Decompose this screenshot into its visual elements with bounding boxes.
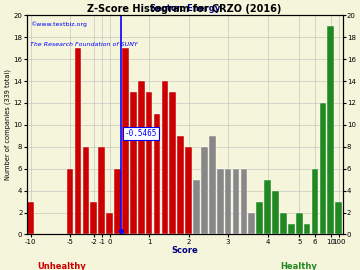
Bar xyxy=(264,180,271,234)
Bar xyxy=(90,202,97,234)
Bar xyxy=(201,147,208,234)
Bar xyxy=(336,202,342,234)
Bar xyxy=(288,224,295,234)
Bar xyxy=(162,81,168,234)
X-axis label: Score: Score xyxy=(171,246,198,255)
Bar xyxy=(154,114,160,234)
Bar xyxy=(280,212,287,234)
Bar xyxy=(130,92,137,234)
Bar xyxy=(209,136,216,234)
Bar xyxy=(114,169,121,234)
Bar xyxy=(272,191,279,234)
Bar xyxy=(248,212,255,234)
Bar xyxy=(67,169,73,234)
Bar xyxy=(75,48,81,234)
Bar xyxy=(106,212,113,234)
Y-axis label: Number of companies (339 total): Number of companies (339 total) xyxy=(4,69,11,180)
Bar xyxy=(328,26,334,234)
Bar xyxy=(240,169,247,234)
Text: Sector: Energy: Sector: Energy xyxy=(149,4,220,13)
Text: ©www.textbiz.org: ©www.textbiz.org xyxy=(30,22,87,28)
Bar xyxy=(138,81,144,234)
Bar xyxy=(193,180,200,234)
Bar xyxy=(177,136,184,234)
Text: Healthy: Healthy xyxy=(280,262,317,270)
Bar xyxy=(217,169,224,234)
Title: Z-Score Histogram for CRZO (2016): Z-Score Histogram for CRZO (2016) xyxy=(87,5,282,15)
Bar xyxy=(225,169,231,234)
Bar xyxy=(82,147,89,234)
Bar xyxy=(27,202,34,234)
Bar xyxy=(296,212,302,234)
Text: The Research Foundation of SUNY: The Research Foundation of SUNY xyxy=(30,42,138,46)
Bar xyxy=(312,169,318,234)
Bar xyxy=(304,224,310,234)
Bar xyxy=(233,169,239,234)
Bar xyxy=(122,48,129,234)
Bar xyxy=(185,147,192,234)
Text: Unhealthy: Unhealthy xyxy=(37,262,86,270)
Bar xyxy=(320,103,326,234)
Bar xyxy=(146,92,152,234)
Bar xyxy=(98,147,105,234)
Text: -0.5465: -0.5465 xyxy=(125,129,157,138)
Bar xyxy=(256,202,263,234)
Bar xyxy=(170,92,176,234)
